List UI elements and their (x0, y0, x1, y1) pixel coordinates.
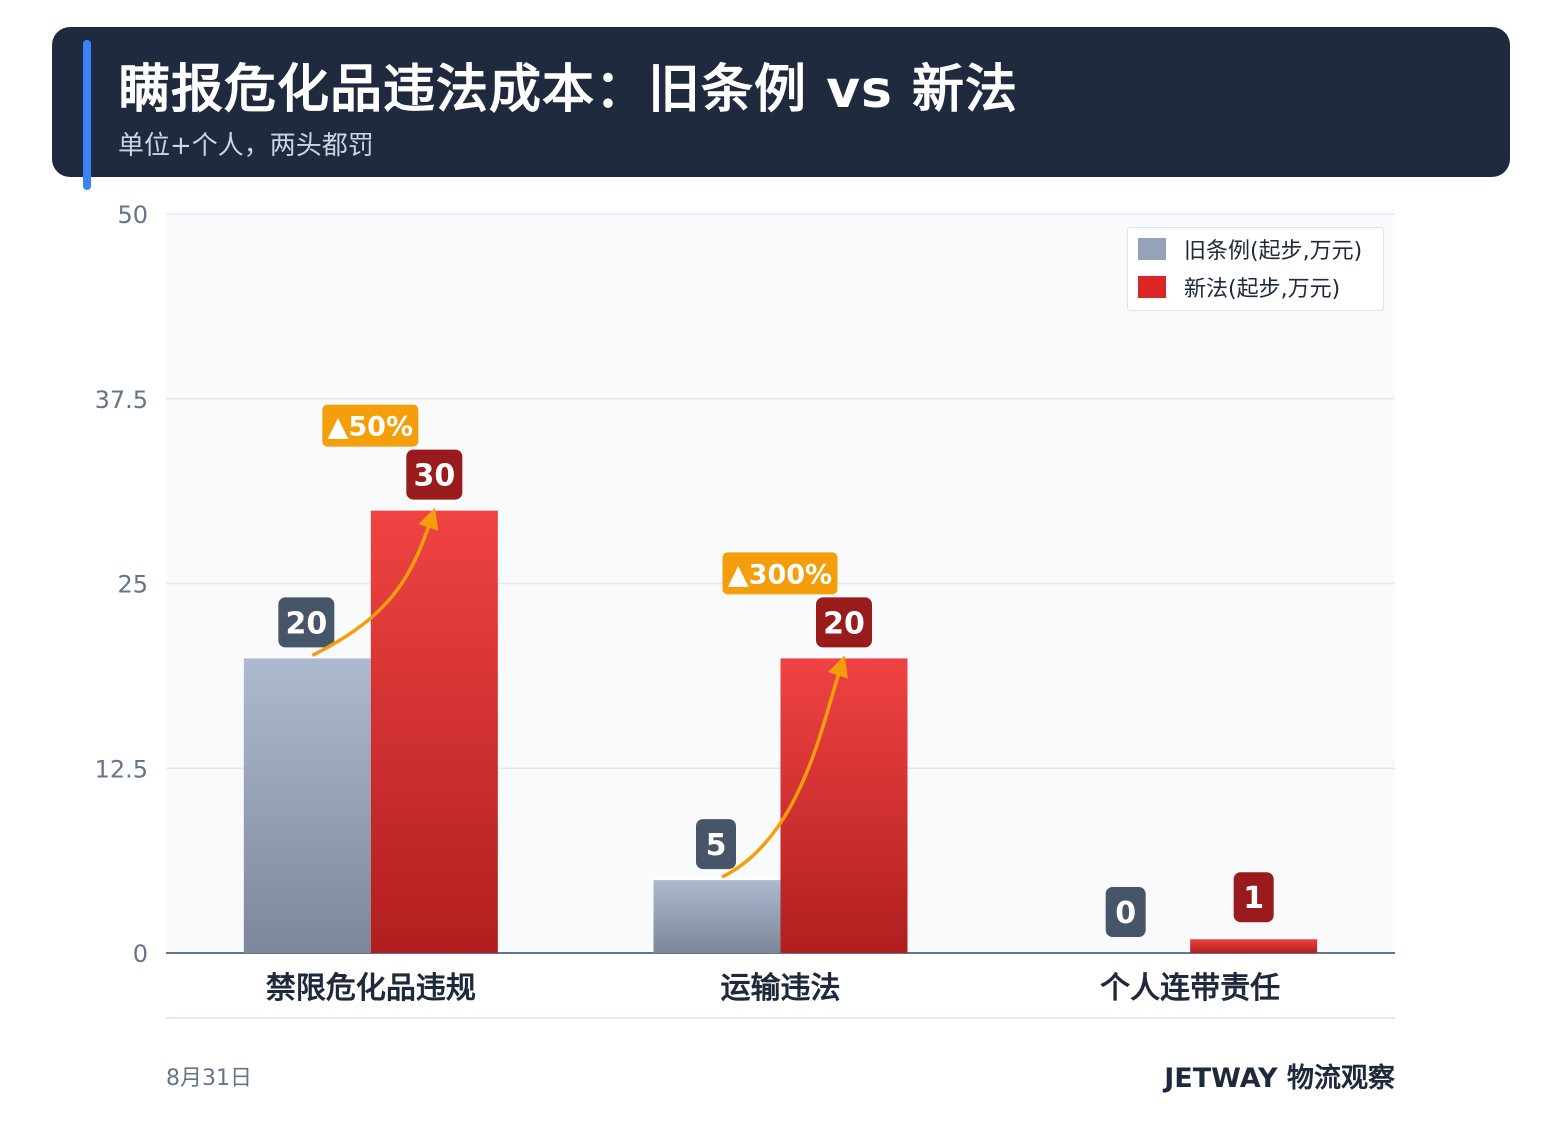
y-tick-label: 0 (133, 940, 148, 968)
bar-new (780, 657, 908, 953)
x-category-label: 禁限危化品违规 (266, 971, 476, 1006)
x-category-label: 运输违法 (721, 971, 841, 1006)
bar-old (243, 657, 371, 953)
increase-badge-bg (722, 552, 838, 595)
y-tick-label: 37.5 (95, 386, 148, 414)
legend-label-old: 旧条例(起步,万元) (1184, 239, 1363, 264)
data-label-old-bg (278, 597, 335, 648)
legend-item-old: 旧条例(起步,万元) (1138, 234, 1362, 264)
footer-brand: JETWAY 物流观察 (1164, 1063, 1395, 1094)
data-label-new-bg (406, 449, 463, 500)
data-label-old-bg (1105, 887, 1146, 937)
data-label-old: 20 (285, 606, 327, 641)
footer-date: 8月31日 (166, 1066, 252, 1091)
y-tick-label: 50 (117, 201, 148, 229)
data-label-new: 20 (823, 606, 865, 641)
bar-new (1190, 938, 1318, 953)
data-label-old-bg (696, 819, 736, 870)
legend-item-new: 新法(起步,万元) (1138, 272, 1340, 302)
chart-header: 瞒报危化品违法成本：旧条例 vs 新法 单位+个人，两头都罚 (52, 27, 1510, 190)
data-label-new: 1 (1243, 881, 1264, 916)
y-tick-label: 25 (117, 571, 148, 599)
data-label-new-bg (1233, 872, 1274, 923)
legend-label-new: 新法(起步,万元) (1184, 277, 1341, 302)
data-label-new-bg (816, 597, 872, 648)
chart-title: 瞒报危化品违法成本：旧条例 vs 新法 (118, 60, 1019, 120)
legend-swatch-old (1138, 238, 1166, 260)
data-label-new: 30 (413, 459, 455, 494)
increase-arrow (311, 507, 439, 657)
increase-badge: ▲50% (328, 412, 413, 443)
data-label-old: 0 (1115, 896, 1136, 931)
increase-badge-bg (322, 404, 419, 447)
bar-new (370, 509, 498, 953)
x-category-label: 个人连带责任 (1100, 971, 1280, 1006)
y-tick-label: 12.5 (95, 755, 148, 783)
increase-badge: ▲300% (728, 559, 832, 590)
chart-subtitle: 单位+个人，两头都罚 (118, 131, 374, 161)
data-label-old: 5 (706, 828, 727, 863)
header-accent-bar (83, 40, 91, 190)
bar-old (653, 879, 781, 953)
chart-legend: 旧条例(起步,万元) 新法(起步,万元) (1127, 227, 1384, 311)
increase-arrow (721, 655, 848, 879)
legend-swatch-new (1138, 276, 1166, 298)
